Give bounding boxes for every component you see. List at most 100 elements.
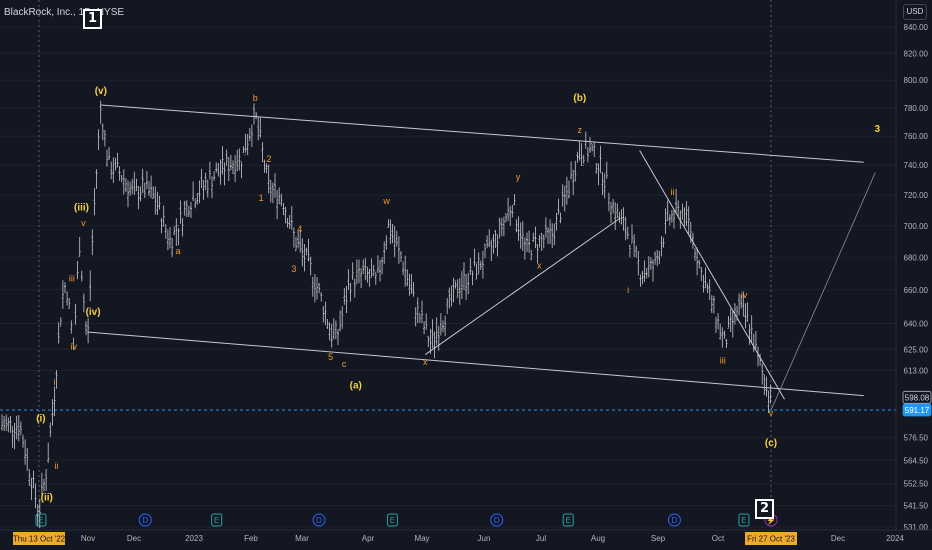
price-bar — [400, 251, 402, 262]
price-bar — [103, 129, 106, 147]
price-bar — [565, 176, 568, 205]
price-bar — [64, 282, 66, 294]
price-bar — [484, 243, 486, 259]
price-axis[interactable]: 840.00 820.00 800.00 780.00 760.00 740.00 720.… — [895, 0, 932, 550]
symbol-title[interactable]: BlackRock, Inc., 1D, NYSE — [4, 7, 125, 18]
price-bar — [238, 148, 241, 171]
price-bar — [733, 303, 736, 325]
wave-label: iii — [720, 355, 726, 365]
price-bar — [219, 159, 222, 185]
price-bar — [3, 415, 6, 432]
price-bar — [271, 182, 274, 204]
price-bar — [118, 166, 121, 181]
price-bar — [82, 293, 85, 313]
price-bar — [465, 273, 468, 301]
svg-text:E: E — [741, 516, 746, 525]
price-bar — [141, 168, 144, 194]
price-bar — [666, 200, 669, 222]
price-bar — [152, 186, 155, 199]
price-bar — [269, 179, 272, 203]
event-marker: D — [667, 513, 681, 527]
price-bar — [1, 414, 3, 431]
price-bar — [221, 146, 224, 175]
price-bar — [376, 255, 379, 273]
price-bar — [137, 185, 140, 210]
price-bar — [108, 147, 111, 160]
last-close-badge: 598.08 — [902, 390, 932, 404]
price-bar — [614, 202, 617, 230]
price-bar — [255, 111, 258, 120]
event-marker: D — [138, 513, 152, 527]
price-bar — [368, 268, 371, 287]
price-bar — [574, 160, 577, 182]
price-bar — [250, 124, 253, 148]
wave-label: (a) — [350, 380, 362, 391]
price-bar — [633, 234, 636, 258]
svg-text:Fri 27 Oct '23: Fri 27 Oct '23 — [747, 535, 795, 544]
price-bar — [559, 212, 562, 224]
price-bar — [242, 146, 245, 154]
time-axis[interactable]: Nov Dec 2023 Feb Mar Apr May Jun Jul Aug Sep Oct Dec… — [0, 529, 932, 550]
price-bar — [316, 277, 318, 300]
price-bar — [542, 234, 545, 249]
price-bar — [509, 206, 512, 226]
price-bar — [257, 117, 260, 141]
price-bar — [595, 162, 598, 174]
price-tick: 625.00 — [904, 345, 929, 354]
price-bar — [437, 326, 440, 351]
price-bar — [229, 154, 232, 171]
price-bar — [40, 472, 43, 502]
price-bar — [292, 227, 295, 248]
price-bar — [458, 278, 461, 305]
price-bar — [374, 271, 377, 285]
price-bar — [246, 133, 249, 156]
price-bar — [30, 477, 33, 501]
currency-selector[interactable]: USD — [903, 4, 927, 20]
price-bar — [355, 259, 358, 285]
time-tick: May — [414, 534, 429, 543]
price-bar — [406, 269, 409, 287]
price-bar — [475, 263, 478, 280]
price-bar — [93, 187, 96, 216]
price-bar — [727, 316, 730, 329]
price-bar — [412, 282, 415, 297]
price-bar — [404, 255, 407, 287]
box-label-1: 1 — [83, 9, 103, 29]
price-bar — [492, 234, 495, 254]
price-bar — [169, 227, 171, 249]
price-bar — [446, 297, 449, 314]
current-price-badge: 591.17 — [902, 403, 932, 417]
price-tick: 552.50 — [904, 480, 929, 489]
price-bar — [358, 259, 360, 283]
wave-label: (iv) — [86, 307, 101, 318]
price-bar — [538, 234, 541, 248]
price-bar — [215, 162, 218, 173]
svg-text:E: E — [38, 516, 43, 525]
price-bar — [372, 264, 375, 277]
price-bar — [299, 230, 302, 253]
price-bar — [582, 154, 585, 166]
price-bar — [410, 274, 413, 294]
price-bar — [11, 425, 14, 448]
price-bar — [213, 170, 216, 181]
price-bar — [658, 250, 661, 264]
price-bar — [618, 211, 621, 223]
price-bar — [318, 282, 321, 294]
price-bar — [513, 194, 516, 206]
price-bar — [754, 331, 757, 349]
price-bar — [364, 257, 367, 281]
price-bar — [183, 200, 186, 216]
price-bar — [416, 297, 419, 324]
time-tick: Jun — [478, 534, 491, 543]
price-bar — [662, 237, 665, 248]
price-bar — [211, 176, 213, 199]
time-tick: 2024 — [886, 534, 904, 543]
wave-label: v — [81, 218, 86, 228]
price-bar — [192, 181, 195, 201]
event-markers[interactable]: E D E D E D E D E ⚡ — [35, 513, 778, 527]
price-bar — [196, 192, 199, 205]
price-bar — [129, 181, 132, 196]
chart-grid — [0, 0, 896, 530]
price-bar — [295, 237, 297, 252]
